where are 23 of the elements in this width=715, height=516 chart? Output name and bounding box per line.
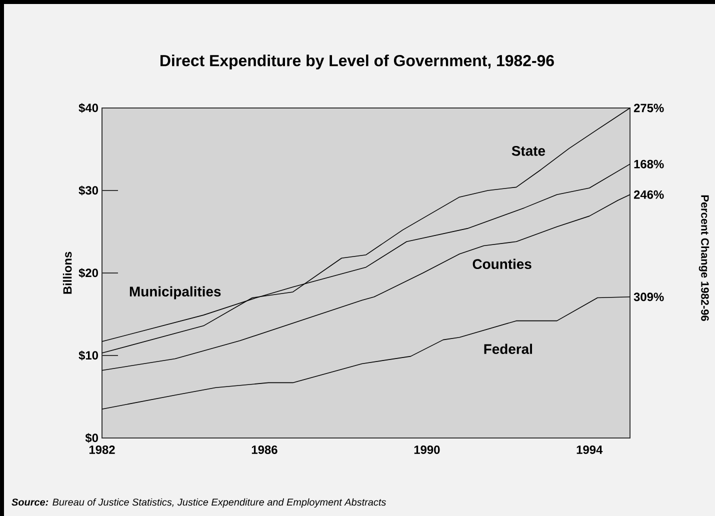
text: 275% bbox=[634, 104, 664, 112]
series-label: Federal bbox=[484, 344, 532, 354]
y-tick-label: $20 bbox=[78, 268, 98, 278]
line-series bbox=[102, 108, 630, 354]
y-axis-title: Billions bbox=[62, 252, 72, 294]
y-tick-label: $10 bbox=[78, 350, 98, 360]
line-series bbox=[102, 194, 630, 371]
x-tick-label: 1994 bbox=[576, 446, 603, 454]
text: 168% bbox=[634, 160, 664, 168]
chart-title: Direct Expenditure by Level of Government, 1982-96 bbox=[160, 54, 554, 70]
y-tick-label: $0 bbox=[85, 433, 98, 443]
text: Percent Change 1982-96 bbox=[698, 195, 710, 321]
y-tick-label: $30 bbox=[78, 186, 98, 196]
y-tick-label: $40 bbox=[78, 103, 98, 113]
series-label: Municipalities bbox=[130, 286, 221, 300]
series-label: State bbox=[512, 146, 546, 156]
text: 309% bbox=[634, 292, 664, 302]
series-label: Counties bbox=[472, 258, 532, 270]
text: Source: Bureau of Justice Statistics, Justice Expenditure and Employment Abstracts bbox=[12, 498, 386, 508]
x-tick-label: 1986 bbox=[252, 446, 278, 454]
text: 246% bbox=[634, 190, 664, 199]
x-tick-label: 1982 bbox=[89, 446, 115, 454]
x-tick-label: 1990 bbox=[414, 446, 440, 454]
